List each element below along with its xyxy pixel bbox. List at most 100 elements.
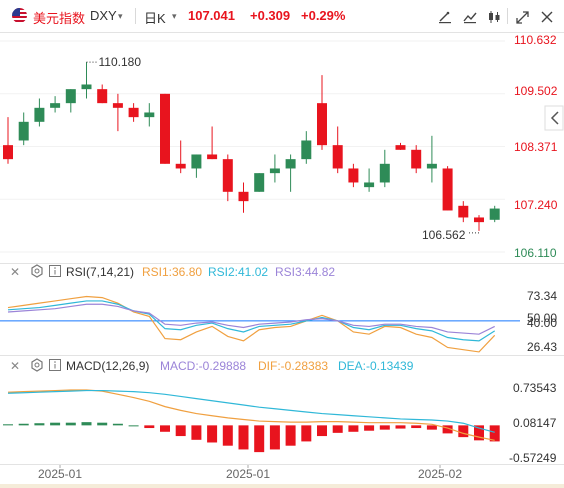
- expand-icon[interactable]: [513, 8, 531, 26]
- close-icon[interactable]: [538, 8, 556, 26]
- macd-tick: 0.73543: [513, 381, 557, 395]
- candle-body: [175, 163, 186, 169]
- rsi-chart[interactable]: 73.34 50.00 40.00 26.43: [0, 281, 564, 355]
- candle-body: [144, 112, 155, 118]
- symbol-name[interactable]: 美元指数: [33, 11, 86, 26]
- candle-body: [18, 121, 29, 141]
- symbol-code[interactable]: DXY: [90, 8, 117, 23]
- price-axis: 110.632 109.502 108.371 107.240 106.110: [514, 33, 558, 260]
- candle-body: [379, 163, 390, 183]
- macd-chart[interactable]: 0.73543 0.08147 -0.57249: [0, 376, 564, 464]
- time-tick: 2025-01: [226, 467, 270, 481]
- price-tick: 106.110: [514, 246, 557, 260]
- price-tick: 107.240: [514, 198, 558, 212]
- candle-body: [395, 145, 406, 150]
- macd-bar: [332, 425, 343, 433]
- rsi2-value: RSI2:41.02: [208, 265, 269, 279]
- candle-body: [285, 159, 296, 169]
- macd-bar: [128, 425, 139, 427]
- macd-bar: [364, 425, 375, 431]
- candle-body: [238, 191, 249, 202]
- last-price: 107.041: [188, 8, 235, 23]
- macd-bar: [442, 425, 453, 434]
- macd-collapse-icon[interactable]: ✕: [10, 359, 21, 373]
- rsi-tick: 40.00: [527, 316, 557, 330]
- candle-body: [81, 84, 92, 90]
- rsi-title: RSI(7,14,21): [66, 265, 135, 279]
- rsi3-value: RSI3:44.82: [275, 265, 336, 279]
- collapse-panel-icon[interactable]: [544, 105, 564, 131]
- macd-bar: [348, 425, 359, 432]
- macd-histogram: [3, 422, 500, 453]
- time-tick: 2025-01: [38, 467, 82, 481]
- time-axis: 2025-01 2025-01 2025-02: [0, 465, 564, 488]
- macd-bar: [112, 423, 123, 426]
- scroll-track[interactable]: [0, 484, 564, 488]
- macd-settings-icon[interactable]: [30, 358, 44, 375]
- candle-body: [112, 103, 123, 108]
- dea-value: DEA:-0.13439: [338, 359, 414, 373]
- rsi-collapse-icon[interactable]: ✕: [10, 265, 21, 279]
- candle-body: [489, 208, 500, 220]
- rsi-line-rsi2: [7, 300, 496, 342]
- rsi-line-rsi3: [7, 303, 495, 335]
- macd-bar: [238, 425, 249, 450]
- macd-bar: [144, 425, 155, 429]
- dif-value: DIF:-0.28383: [258, 359, 329, 373]
- price-tick: 108.371: [514, 140, 558, 154]
- xaxis-divider: [0, 464, 564, 465]
- toolbar-separator: [507, 8, 508, 24]
- candlestick-chart[interactable]: 110.180 106.562 110.632 109.502 108.371 …: [0, 33, 564, 263]
- symbol-dropdown-icon[interactable]: ▾: [118, 11, 123, 21]
- macd-bar: [50, 422, 61, 426]
- draw-line-icon[interactable]: [436, 8, 454, 26]
- macd-bar: [34, 423, 45, 426]
- high-label: 110.180: [99, 55, 142, 69]
- macd-bar: [489, 425, 500, 442]
- candle-body: [301, 140, 312, 160]
- candle-body: [317, 103, 327, 146]
- macd-tick: 0.08147: [513, 416, 557, 430]
- rsi-line-rsi1: [7, 295, 496, 353]
- candle-body: [128, 107, 139, 118]
- time-tick: 2025-02: [418, 467, 462, 481]
- candle-body: [50, 103, 61, 108]
- price-tick: 110.632: [514, 33, 557, 47]
- period-dropdown-icon[interactable]: ▾: [172, 11, 177, 21]
- candle-body: [65, 89, 76, 104]
- candle-body: [426, 163, 437, 169]
- candle-type-icon[interactable]: [485, 8, 503, 26]
- macd-bar: [301, 425, 312, 442]
- rsi-tick: 73.34: [527, 289, 557, 303]
- candle-body: [191, 154, 202, 169]
- macd-bar: [395, 425, 406, 429]
- candle-body: [411, 149, 422, 169]
- period-selector[interactable]: 日K: [144, 11, 166, 26]
- macd-header: ✕ MACD(12,26,9) MACD:-0.29888 DIF:-0.283…: [0, 358, 564, 377]
- rsi-settings-icon[interactable]: [30, 264, 44, 281]
- indicator-icon[interactable]: [461, 8, 479, 26]
- candle-body: [364, 182, 375, 188]
- rsi-divider: [0, 263, 564, 264]
- rsi-axis: 73.34 50.00 40.00 26.43: [527, 289, 557, 354]
- price-gridlines: [0, 40, 505, 253]
- macd-value: MACD:-0.29888: [160, 359, 247, 373]
- us-flag-icon: [12, 8, 27, 23]
- macd-title: MACD(12,26,9): [66, 359, 150, 373]
- toolbar-separator: [135, 8, 136, 24]
- candle-body: [474, 217, 484, 223]
- candles: [3, 62, 500, 231]
- toolbar-divider: [0, 32, 564, 33]
- macd-bar: [81, 422, 92, 426]
- rsi-info-icon[interactable]: [48, 264, 62, 281]
- macd-bar: [3, 424, 13, 426]
- macd-bar: [426, 425, 437, 430]
- macd-bar: [160, 425, 170, 432]
- rsi-tick: 50.00: [527, 311, 557, 325]
- macd-info-icon[interactable]: [48, 358, 62, 375]
- macd-bar: [222, 425, 233, 446]
- macd-bar: [474, 425, 484, 441]
- macd-bar: [207, 425, 218, 443]
- price-change-pct: +0.29%: [301, 8, 346, 23]
- candle-body: [3, 145, 13, 160]
